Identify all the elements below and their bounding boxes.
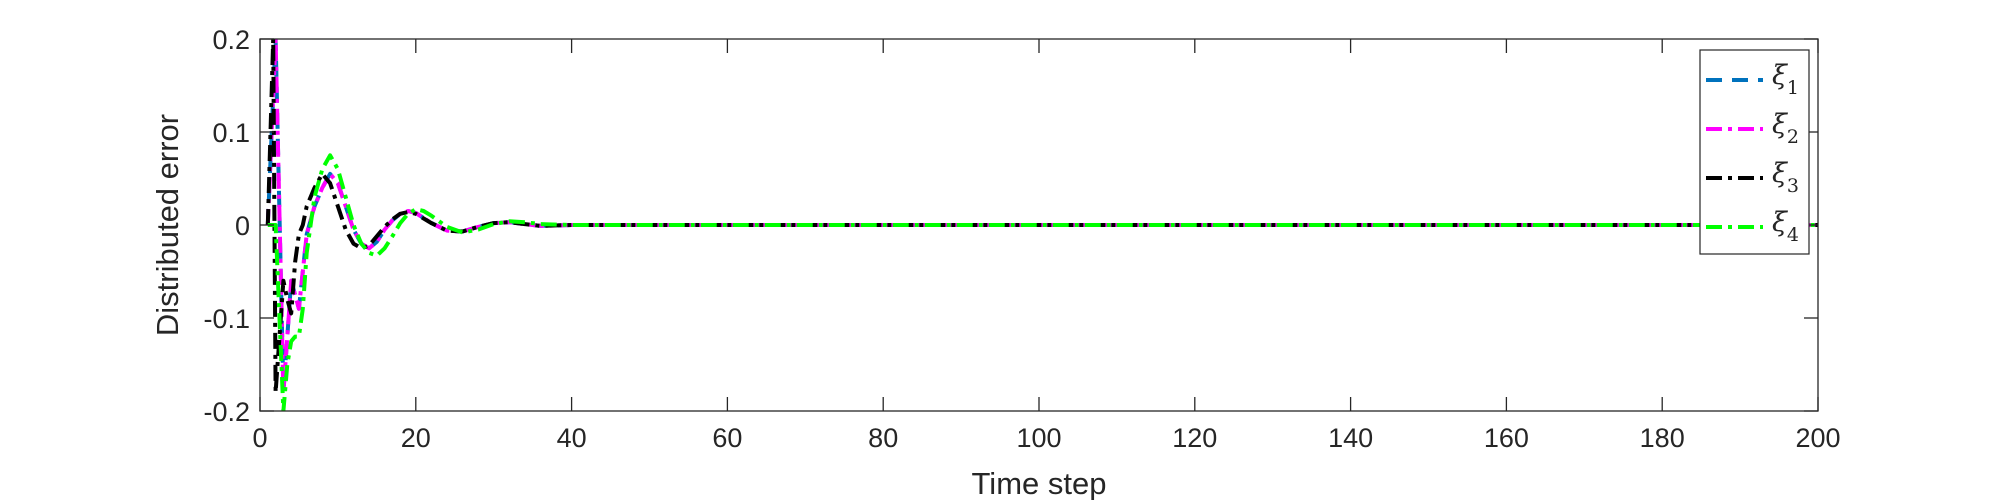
legend-subscript: 2 <box>1787 126 1799 148</box>
x-tick-label: 60 <box>712 423 742 453</box>
x-tick-label: 140 <box>1328 423 1373 453</box>
y-tick-label: -0.2 <box>203 397 250 427</box>
legend-subscript: 4 <box>1787 224 1799 246</box>
x-tick-label: 100 <box>1016 423 1061 453</box>
y-tick-label: 0.2 <box>212 25 250 55</box>
x-axis-title: Time step <box>972 466 1107 500</box>
legend-symbol: ξ <box>1772 60 1788 91</box>
legend-box <box>1699 49 1810 255</box>
legend-symbol: ξ <box>1772 109 1788 140</box>
series-layer <box>265 39 1818 411</box>
y-axis-title: Distributed error <box>150 114 185 336</box>
x-tick-label: 200 <box>1795 423 1840 453</box>
legend-subscript: 1 <box>1787 77 1799 99</box>
legend-symbol: ξ <box>1772 207 1788 238</box>
x-tick-label: 180 <box>1640 423 1685 453</box>
x-tick-label: 80 <box>868 423 898 453</box>
legend-symbol: ξ <box>1772 158 1788 189</box>
series-line-4 <box>267 153 1818 411</box>
y-tick-label: 0.1 <box>212 118 250 148</box>
ticks-layer: 0 20 40 60 80 100 120 140 160 180 200 -0.2 -0.1 0 0.1 0… <box>203 25 1840 453</box>
x-tick-label: 20 <box>401 423 431 453</box>
legend-label-3: ξ3 <box>1772 158 1799 197</box>
x-tick-label: 120 <box>1172 423 1217 453</box>
x-tick-label: 0 <box>252 423 267 453</box>
y-tick-label: 0 <box>235 211 250 241</box>
legend-subscript: 3 <box>1787 175 1799 197</box>
legend-label-2: ξ2 <box>1772 109 1799 148</box>
legend-label-4: ξ4 <box>1772 207 1799 246</box>
x-tick-label: 160 <box>1484 423 1529 453</box>
y-tick-label: -0.1 <box>203 304 250 334</box>
x-tick-label: 40 <box>557 423 587 453</box>
legend-label-1: ξ1 <box>1772 60 1799 99</box>
